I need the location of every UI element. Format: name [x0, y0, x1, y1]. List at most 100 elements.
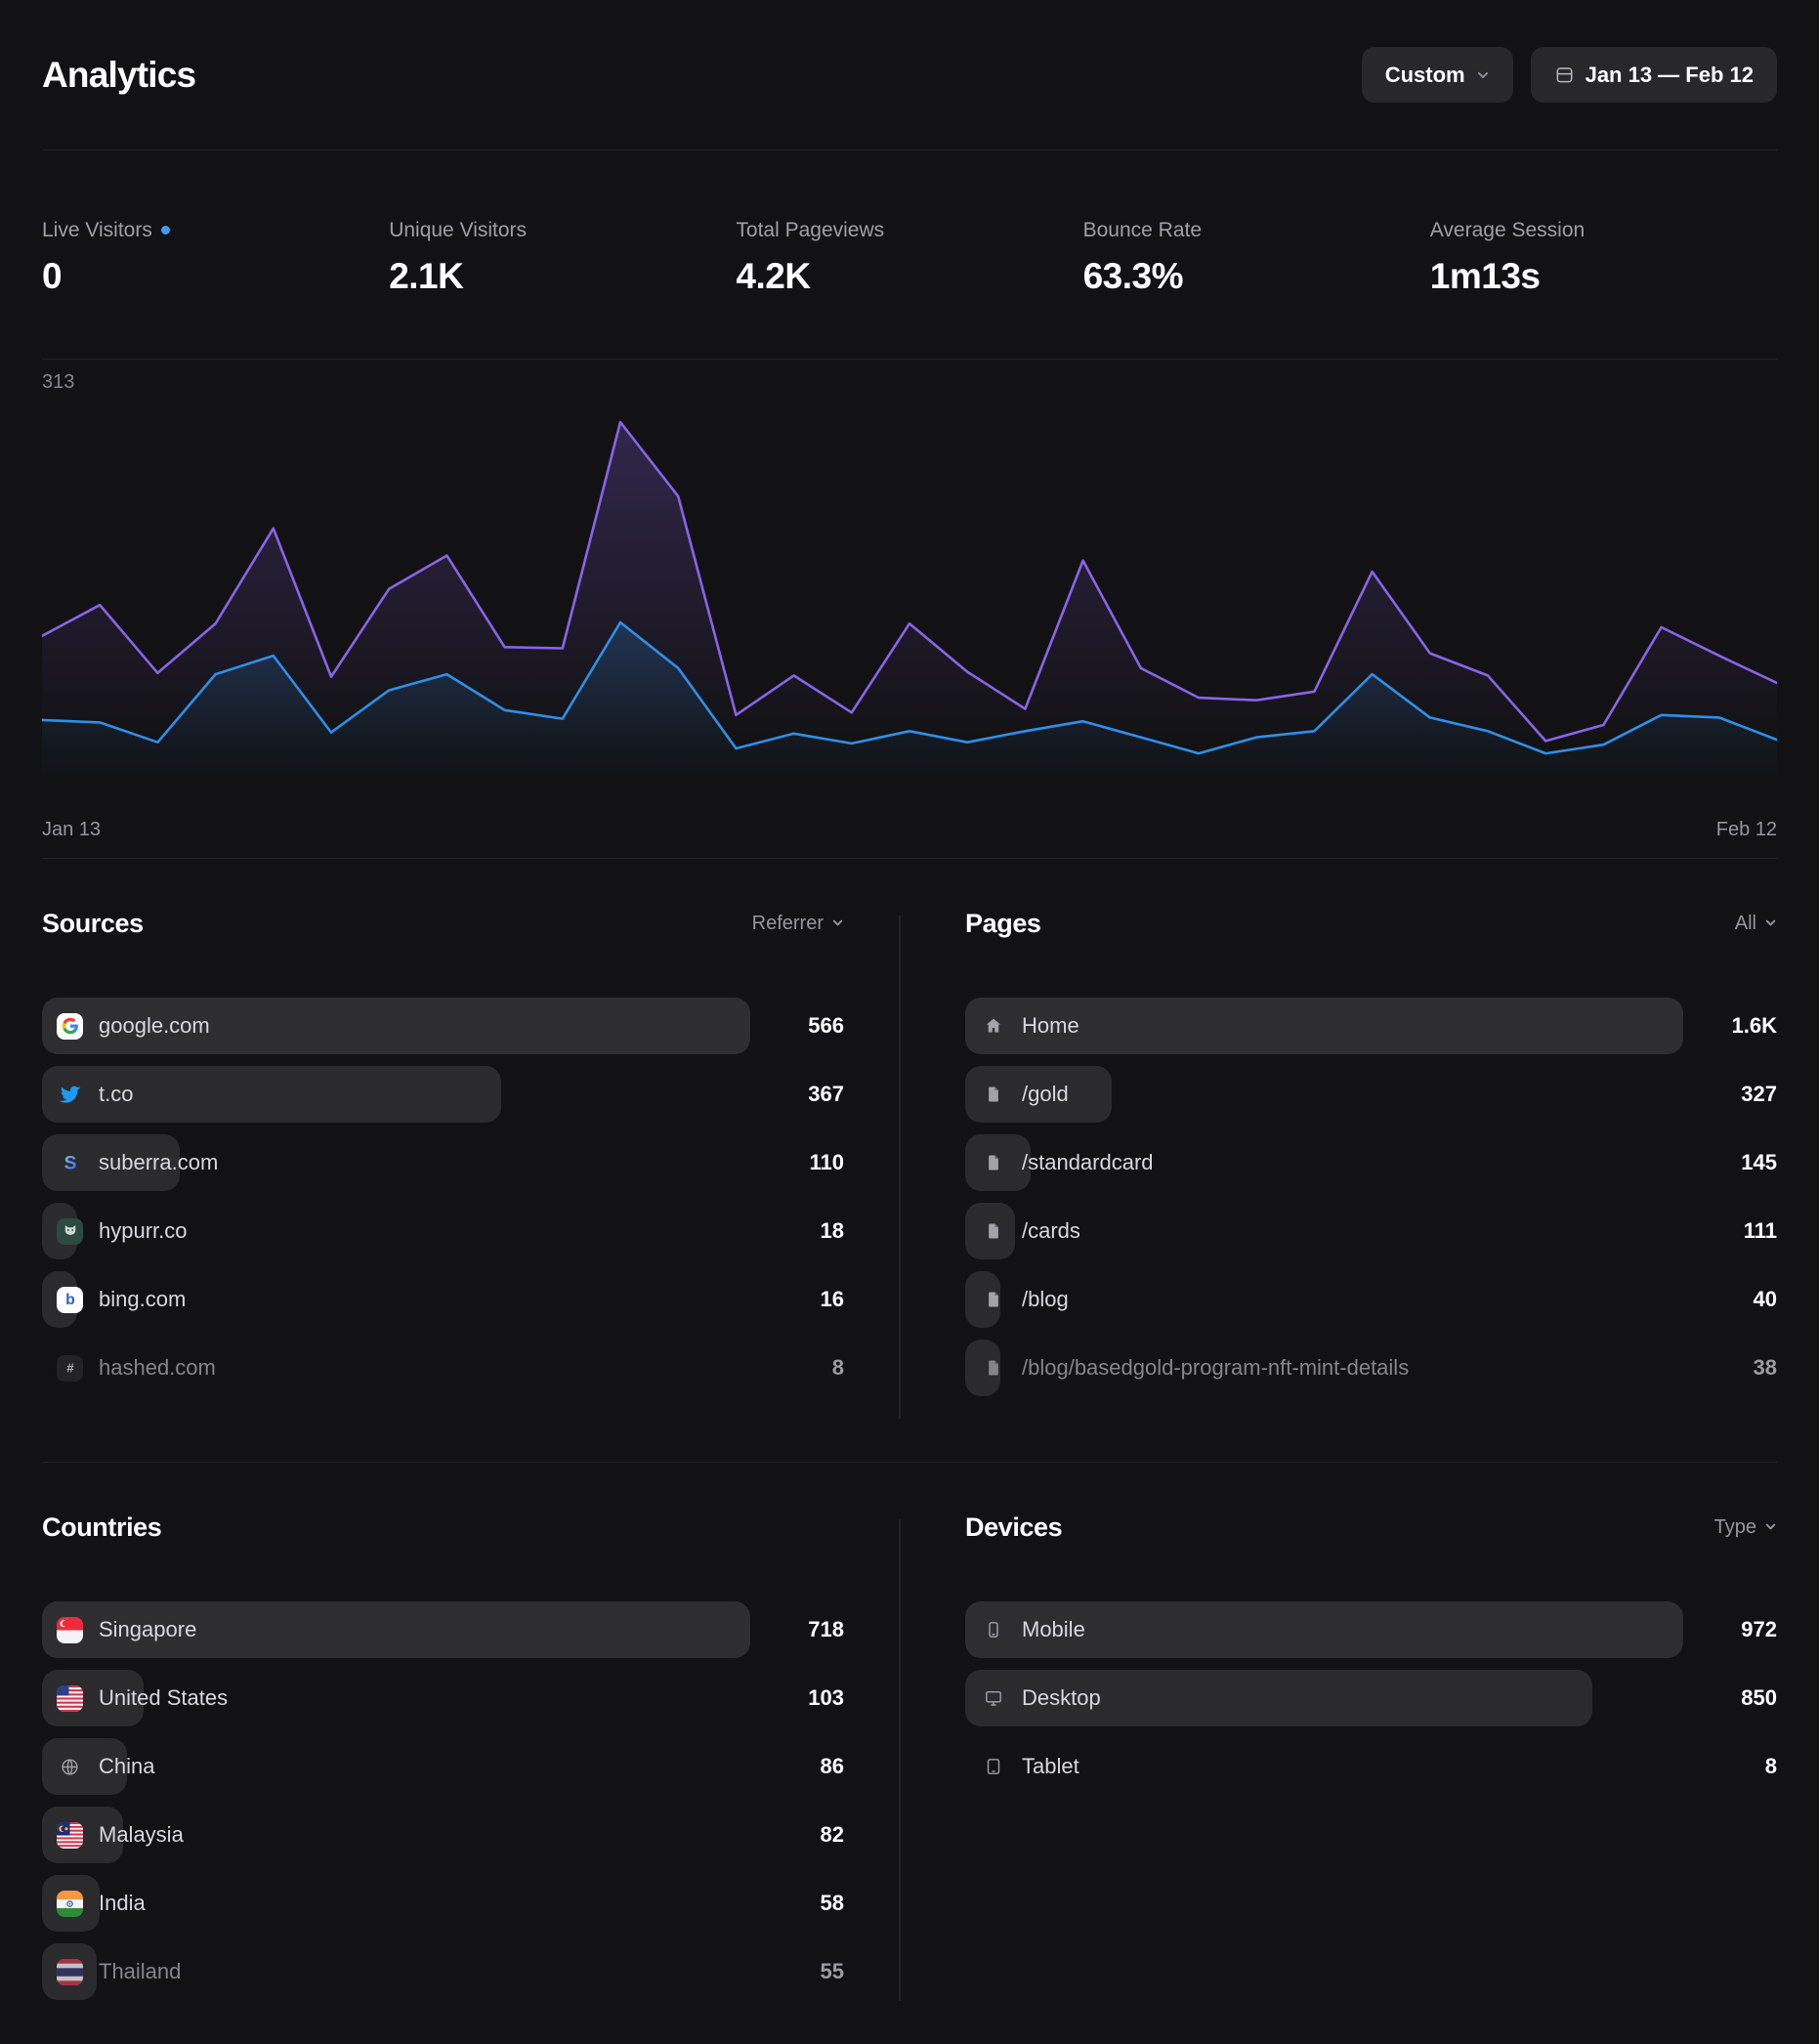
value-bar — [42, 1066, 501, 1123]
stat-value: 1m13s — [1429, 255, 1541, 296]
row-label: suberra.com — [99, 1150, 219, 1174]
home-icon — [980, 1013, 1006, 1040]
list-item-standardcard[interactable]: /standardcard 145 — [965, 1134, 1777, 1191]
list-item-china[interactable]: China 86 — [42, 1738, 844, 1795]
hash-icon: # — [57, 1354, 83, 1382]
row-value: 566 — [808, 1013, 844, 1038]
stat-value: 2.1K — [389, 255, 464, 296]
row-value: 38 — [1753, 1355, 1777, 1380]
list-item-hypurr-co[interactable]: hypurr.co 18 — [42, 1203, 844, 1259]
suberra-icon: S — [57, 1150, 83, 1176]
countries-panel: Countries Singapore 718 United States 103 Ch… — [42, 1463, 899, 2044]
row-value: 8 — [1764, 1754, 1777, 1778]
row-label: /cards — [1022, 1218, 1080, 1243]
row-value: 86 — [820, 1754, 844, 1778]
row-label: United States — [99, 1685, 229, 1710]
pages-title: Pages — [965, 908, 1041, 938]
row-value: 18 — [820, 1218, 844, 1243]
row-value: 16 — [820, 1287, 844, 1311]
devices-list: Mobile 972 Desktop 850 Tablet 8 — [965, 1601, 1777, 1795]
list-item-cards[interactable]: /cards 111 — [965, 1203, 1777, 1259]
row-label: /blog/basedgold-program-nft-mint-details — [1022, 1355, 1410, 1380]
row-value: 82 — [820, 1822, 844, 1847]
stat-value: 4.2K — [736, 255, 811, 296]
flag-malaysia-icon — [57, 1821, 83, 1849]
flag-singapore-icon — [57, 1616, 83, 1643]
traffic-chart-section: 313 Jan 13 Feb 12 — [42, 360, 1777, 859]
row-label: bing.com — [99, 1287, 187, 1311]
stats-row: Live Visitors 0 Unique Visitors 2.1K Tot… — [42, 150, 1777, 360]
stat-label: Live Visitors — [42, 218, 152, 241]
sources-filter-label: Referrer — [751, 912, 824, 934]
row-label: t.co — [99, 1082, 134, 1106]
countries-list: Singapore 718 United States 103 China 86 Malay… — [42, 1601, 844, 2000]
row-value: 367 — [808, 1082, 844, 1106]
column-divider — [899, 1519, 901, 2001]
hypurr-icon — [57, 1217, 83, 1245]
value-bar — [965, 1670, 1593, 1726]
stat-label: Total Pageviews — [736, 218, 885, 241]
value-bar — [42, 1134, 180, 1191]
date-range-button[interactable]: Jan 13 — Feb 12 — [1530, 47, 1777, 103]
page-title: Analytics — [42, 54, 196, 95]
row-label: google.com — [99, 1013, 210, 1038]
svg-text:#: # — [66, 1361, 74, 1376]
list-item-india[interactable]: India 58 — [42, 1875, 844, 1932]
row-value: 110 — [809, 1150, 845, 1174]
list-item-desktop[interactable]: Desktop 850 — [965, 1670, 1777, 1726]
sources-filter-dropdown[interactable]: Referrer — [752, 913, 844, 935]
list-item-mobile[interactable]: Mobile 972 — [965, 1601, 1777, 1658]
list-item-blog-basedgold-program-nft-mint-details[interactable]: /blog/basedgold-program-nft-mint-details… — [965, 1340, 1777, 1396]
list-item-united-states[interactable]: United States 103 — [42, 1670, 844, 1726]
pages-filter-dropdown[interactable]: All — [1735, 913, 1777, 935]
devices-filter-label: Type — [1713, 1515, 1756, 1538]
stat-live-visitors: Live Visitors 0 — [42, 219, 389, 297]
row-label: Desktop — [1022, 1685, 1101, 1710]
list-item-blog[interactable]: /blog 40 — [965, 1271, 1777, 1328]
row-value: 55 — [820, 1959, 844, 1983]
value-bar — [42, 1738, 127, 1795]
live-indicator-dot — [160, 226, 170, 234]
stat-label: Bounce Rate — [1082, 218, 1203, 241]
flag-us-icon — [57, 1684, 83, 1712]
list-item-google-com[interactable]: google.com 566 — [42, 998, 844, 1054]
stat-label: Average Session — [1429, 218, 1586, 241]
page-icon — [980, 1355, 1006, 1382]
list-item-malaysia[interactable]: Malaysia 82 — [42, 1807, 844, 1863]
list-item-home[interactable]: Home 1.6K — [965, 998, 1777, 1054]
value-bar — [965, 998, 1683, 1054]
range-preset-label: Custom — [1384, 62, 1465, 87]
list-item-thailand[interactable]: Thailand 55 — [42, 1943, 844, 2000]
pages-filter-label: All — [1734, 912, 1756, 934]
devices-filter-dropdown[interactable]: Type — [1714, 1516, 1777, 1539]
stat-bounce-rate: Bounce Rate 63.3% — [1083, 219, 1430, 297]
value-bar — [42, 1601, 750, 1658]
x-axis-end-label: Feb 12 — [1715, 819, 1777, 840]
row-label: hashed.com — [99, 1355, 216, 1380]
row-value: 111 — [1743, 1218, 1777, 1243]
pages-panel: Pages All Home 1.6K/gold 327/standardcard 1… — [901, 859, 1777, 1462]
devices-title: Devices — [965, 1512, 1063, 1542]
countries-title: Countries — [42, 1512, 162, 1542]
bing-icon: b — [57, 1286, 83, 1313]
list-item-t-co[interactable]: t.co 367 — [42, 1066, 844, 1123]
range-preset-dropdown[interactable]: Custom — [1361, 47, 1513, 103]
svg-text:S: S — [63, 1153, 76, 1173]
list-item-bing-com[interactable]: b bing.com 16 — [42, 1271, 844, 1328]
list-item-tablet[interactable]: Tablet 8 — [965, 1738, 1777, 1795]
list-item-gold[interactable]: /gold 327 — [965, 1066, 1777, 1123]
stat-label: Unique Visitors — [389, 218, 528, 241]
globe-icon — [57, 1754, 83, 1780]
date-range-label: Jan 13 — Feb 12 — [1585, 62, 1754, 87]
stat-average-session: Average Session 1m13s — [1430, 219, 1777, 297]
list-item-hashed-com[interactable]: # hashed.com 8 — [42, 1340, 844, 1396]
row-label: hypurr.co — [99, 1218, 188, 1243]
x-axis-start-label: Jan 13 — [42, 819, 102, 840]
row-value: 327 — [1741, 1082, 1777, 1106]
list-item-singapore[interactable]: Singapore 718 — [42, 1601, 844, 1658]
page-icon — [980, 1150, 1006, 1176]
header-actions: Custom Jan 13 — Feb 12 — [1361, 47, 1777, 103]
